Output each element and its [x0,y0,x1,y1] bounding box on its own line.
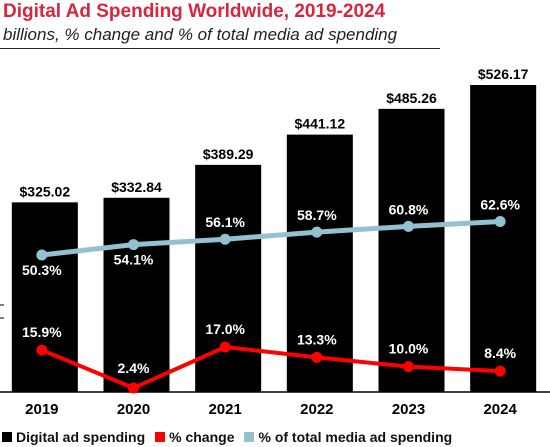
share-point-2020 [128,239,139,251]
x-tick-label-2024: 2024 [483,401,517,418]
legend-swatch-digital-ad-spending [2,432,12,442]
legend: Digital ad spending % change % of total … [2,428,462,446]
share-label-2023: 60.8% [389,201,429,217]
x-tick-label-2023: 2023 [392,401,425,418]
chart-subtitle: billions, % change and % of total media … [3,25,398,44]
share-label-2024: 62.6% [480,197,520,213]
change-label-2019: 15.9% [22,324,62,340]
bar-value-label-2023: $485.26 [386,90,437,106]
share-label-2022: 58.7% [297,207,337,223]
change-label-2021: 17.0% [205,321,245,337]
bar-2023 [378,108,445,392]
legend-swatch-share-of-total [244,432,255,442]
x-tick-label-2019: 2019 [25,401,58,418]
bar-value-label-2019: $325.02 [20,183,71,199]
share-point-2021 [219,233,231,245]
change-label-2020: 2.4% [118,360,150,376]
legend-swatch-percent-change [155,432,166,442]
change-point-2024 [494,365,506,377]
change-point-2020 [128,382,139,394]
change-point-2023 [403,361,414,373]
chart-title: Digital Ad Spending Worldwide, 2019-2024 [3,1,386,22]
legend-item-percent-change: % change [155,429,234,445]
share-label-2021: 56.1% [205,214,245,230]
share-point-2022 [311,226,323,238]
legend-label-digital-ad-spending: Digital ad spending [16,429,146,445]
bar-value-label-2021: $389.29 [203,146,254,162]
bar-2022 [286,134,353,392]
change-label-2023: 10.0% [389,341,429,357]
share-point-2019 [36,249,48,261]
share-point-2023 [403,220,414,232]
x-tick-label-2022: 2022 [300,401,333,418]
bar-2019 [11,202,78,392]
x-tick-label-2020: 2020 [117,401,150,418]
share-label-2020: 54.1% [114,252,154,268]
bar-value-label-2022: $441.12 [295,116,346,132]
x-tick-label-2021: 2021 [208,401,241,418]
change-point-2019 [36,344,48,356]
bar-2024 [470,85,537,392]
legend-item-share-of-total: % of total media ad spending [244,429,452,445]
bar-value-label-2020: $332.84 [111,179,162,195]
legend-label-percent-change: % change [169,429,235,445]
series-line-percent-change [41,344,501,391]
legend-item-digital-ad-spending: Digital ad spending [2,429,145,445]
change-label-2022: 13.3% [297,331,337,347]
header-divider [0,48,440,49]
change-point-2022 [311,351,323,363]
share-label-2019: 50.3% [22,262,62,278]
bar-2020 [103,197,170,392]
series-line-share-of-total [41,219,501,258]
change-label-2024: 8.4% [484,345,516,361]
legend-label-share-of-total: % of total media ad spending [258,429,453,445]
change-point-2021 [219,341,231,353]
bar-value-label-2024: $526.17 [478,66,529,82]
share-point-2024 [494,216,506,227]
